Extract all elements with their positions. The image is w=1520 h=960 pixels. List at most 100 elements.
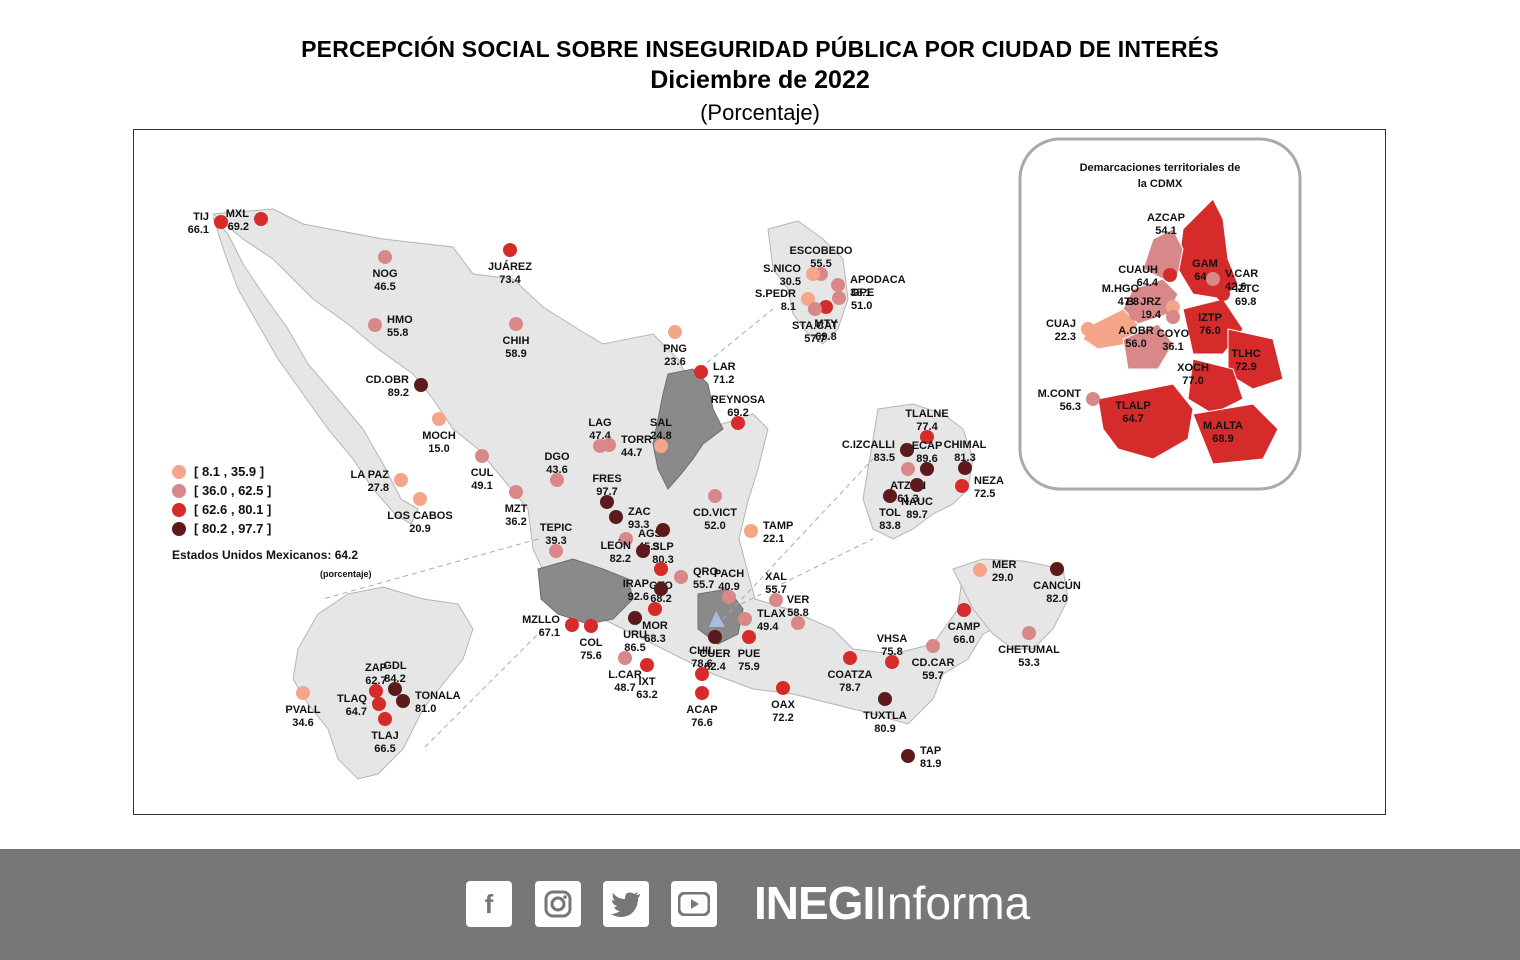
marker-cuer[interactable] [708, 630, 722, 644]
marker-cuaj[interactable] [1081, 322, 1095, 336]
marker-iztc[interactable] [1216, 287, 1230, 301]
marker-ags[interactable] [619, 532, 633, 546]
value-tlhc: 72.9 [1235, 361, 1256, 373]
marker-los-cabos[interactable] [413, 492, 427, 506]
marker-lar[interactable] [694, 365, 708, 379]
marker-sal[interactable] [654, 439, 668, 453]
label-escobedo: ESCOBEDO [790, 245, 853, 257]
marker-torr[interactable] [602, 438, 616, 452]
marker-mzt[interactable] [509, 485, 523, 499]
marker-sta-cat[interactable] [808, 302, 822, 316]
marker-tij[interactable] [214, 215, 228, 229]
marker-cuauh[interactable] [1163, 268, 1177, 282]
marker-irap[interactable] [654, 582, 668, 596]
marker-coyo[interactable] [1166, 310, 1180, 324]
value-l-car: 48.7 [614, 682, 635, 694]
marker-dgo[interactable] [550, 473, 564, 487]
marker-fres[interactable] [600, 495, 614, 509]
marker-tol[interactable] [883, 489, 897, 503]
marker-ixt[interactable] [640, 658, 654, 672]
value-cuer: 82.4 [704, 661, 726, 673]
marker-cd-vict[interactable] [708, 489, 722, 503]
marker-b-jrz[interactable] [1166, 300, 1180, 314]
marker-acap[interactable] [695, 686, 709, 700]
marker-cd-obr[interactable] [414, 378, 428, 392]
marker-canc-n[interactable] [1050, 562, 1064, 576]
marker-tepic[interactable] [549, 544, 563, 558]
marker-vhsa[interactable] [885, 655, 899, 669]
marker-azcap[interactable] [1159, 234, 1173, 248]
marker-mxl[interactable] [254, 212, 268, 226]
marker-tlaj[interactable] [378, 712, 392, 726]
label-tij: TIJ [193, 211, 209, 223]
marker-nauc[interactable] [910, 478, 924, 492]
marker-tuxtla[interactable] [878, 692, 892, 706]
marker-slp[interactable] [656, 523, 670, 537]
marker-tamp[interactable] [744, 524, 758, 538]
value-s-nico: 30.5 [780, 276, 801, 288]
marker-gpe[interactable] [832, 291, 846, 305]
marker-col[interactable] [584, 619, 598, 633]
marker-a-obr[interactable] [1129, 307, 1143, 321]
marker-qro[interactable] [674, 570, 688, 584]
marker-coatza[interactable] [843, 651, 857, 665]
marker-mer[interactable] [973, 563, 987, 577]
marker-ecap[interactable] [920, 462, 934, 476]
facebook-icon[interactable]: f [466, 881, 512, 927]
marker-mzllo[interactable] [565, 618, 579, 632]
marker-pach[interactable] [722, 590, 736, 604]
marker-tlalne[interactable] [920, 430, 934, 444]
marker-xal[interactable] [769, 593, 783, 607]
marker-mor[interactable] [648, 602, 662, 616]
marker-zac[interactable] [609, 510, 623, 524]
marker-tlax[interactable] [738, 612, 752, 626]
value-chimal: 81.3 [954, 452, 975, 464]
marker-hmo[interactable] [368, 318, 382, 332]
marker-tap[interactable] [901, 749, 915, 763]
marker-gto[interactable] [654, 562, 668, 576]
marker-ver[interactable] [791, 616, 805, 630]
label-iztp: IZTP [1198, 312, 1222, 324]
marker-gdl[interactable] [388, 682, 402, 696]
marker-c-izcalli[interactable] [900, 443, 914, 457]
marker-m-hgo[interactable] [1144, 287, 1158, 301]
inegi-informa-logo[interactable]: INEGIInforma [754, 876, 1030, 930]
marker-v-car[interactable] [1206, 272, 1220, 286]
marker-atzpn[interactable] [901, 462, 915, 476]
marker-chih[interactable] [509, 317, 523, 331]
marker-nog[interactable] [378, 250, 392, 264]
marker-pue[interactable] [742, 630, 756, 644]
marker-mty[interactable] [819, 300, 833, 314]
marker-chil[interactable] [695, 667, 709, 681]
marker-chimal[interactable] [958, 461, 972, 475]
marker-png[interactable] [668, 325, 682, 339]
marker-tlaq[interactable] [372, 697, 386, 711]
marker-uru[interactable] [628, 611, 642, 625]
marker-chetumal[interactable] [1022, 626, 1036, 640]
marker-oax[interactable] [776, 681, 790, 695]
marker-le-n[interactable] [636, 544, 650, 558]
marker-neza[interactable] [955, 479, 969, 493]
label-ecap: ECAP [912, 440, 943, 452]
marker-s-nico[interactable] [806, 267, 820, 281]
marker-zap[interactable] [369, 684, 383, 698]
youtube-icon[interactable] [671, 881, 717, 927]
legend-range-2: [ 36.0 , 62.5 ] [194, 483, 272, 498]
marker-pvall[interactable] [296, 686, 310, 700]
marker-tonala[interactable] [396, 694, 410, 708]
instagram-icon[interactable] [535, 881, 581, 927]
marker-cd-car[interactable] [926, 639, 940, 653]
marker-cul[interactable] [475, 449, 489, 463]
twitter-icon[interactable] [603, 881, 649, 927]
marker-camp[interactable] [957, 603, 971, 617]
label-pue: PUE [738, 648, 761, 660]
marker-ju-rez[interactable] [503, 243, 517, 257]
marker-s-pedr[interactable] [801, 292, 815, 306]
marker-l-car[interactable] [618, 651, 632, 665]
marker-moch[interactable] [432, 412, 446, 426]
marker-m-cont[interactable] [1086, 392, 1100, 406]
value-ixt: 63.2 [636, 689, 657, 701]
marker-reynosa[interactable] [731, 416, 745, 430]
marker-apodaca[interactable] [831, 278, 845, 292]
marker-la-paz[interactable] [394, 473, 408, 487]
